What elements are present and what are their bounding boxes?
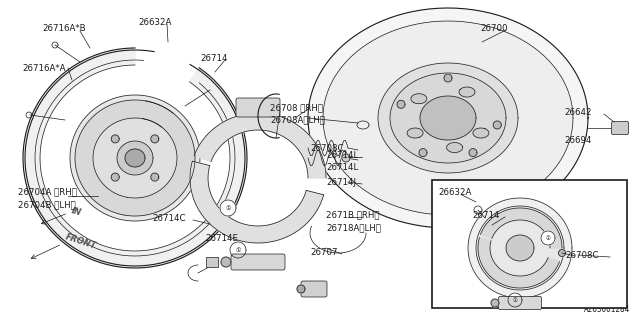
Polygon shape: [323, 21, 573, 215]
FancyBboxPatch shape: [236, 98, 280, 117]
Text: 26700: 26700: [480, 23, 508, 33]
Polygon shape: [559, 250, 566, 257]
Polygon shape: [117, 141, 153, 175]
Text: 26714L: 26714L: [326, 150, 358, 159]
Text: 26716A*A: 26716A*A: [22, 63, 65, 73]
Polygon shape: [111, 173, 119, 181]
Text: 26714: 26714: [200, 53, 227, 62]
Polygon shape: [151, 135, 159, 143]
Polygon shape: [419, 149, 427, 157]
Text: 26714L: 26714L: [326, 163, 358, 172]
Polygon shape: [87, 112, 183, 204]
Polygon shape: [476, 206, 564, 290]
Text: 26642: 26642: [564, 108, 591, 116]
Text: 26708 〈RH〉: 26708 〈RH〉: [270, 103, 323, 113]
Polygon shape: [75, 100, 173, 215]
Polygon shape: [378, 63, 518, 173]
Polygon shape: [151, 173, 159, 181]
Polygon shape: [342, 154, 350, 162]
Text: IN: IN: [70, 206, 82, 218]
Text: 26714: 26714: [472, 211, 499, 220]
FancyBboxPatch shape: [301, 281, 327, 297]
Polygon shape: [473, 128, 489, 138]
FancyBboxPatch shape: [231, 254, 285, 270]
Polygon shape: [194, 113, 326, 178]
Polygon shape: [308, 8, 588, 228]
Polygon shape: [230, 242, 246, 258]
FancyBboxPatch shape: [499, 297, 541, 309]
Polygon shape: [221, 257, 231, 267]
Polygon shape: [390, 73, 506, 163]
Polygon shape: [125, 149, 145, 167]
Polygon shape: [190, 161, 324, 243]
Text: 26716A*B: 26716A*B: [42, 23, 86, 33]
Text: 26632A: 26632A: [138, 18, 172, 27]
Text: FRONT: FRONT: [64, 233, 97, 251]
Text: A263001284: A263001284: [584, 305, 630, 314]
Text: 26704B 〈LH〉: 26704B 〈LH〉: [18, 201, 76, 210]
Polygon shape: [468, 198, 572, 298]
Polygon shape: [407, 128, 423, 138]
Polygon shape: [444, 74, 452, 82]
Polygon shape: [481, 208, 562, 248]
Polygon shape: [111, 135, 119, 143]
Polygon shape: [397, 100, 405, 108]
Text: 26708C: 26708C: [565, 251, 598, 260]
Polygon shape: [478, 238, 559, 288]
Text: 26714J: 26714J: [326, 178, 356, 187]
Text: 26708A〈LH〉: 26708A〈LH〉: [270, 116, 325, 124]
Text: 26708C: 26708C: [310, 143, 344, 153]
Text: 26714E: 26714E: [205, 234, 238, 243]
Bar: [432, 180, 627, 308]
Bar: [206, 257, 218, 267]
Text: 2671B 〈RH〉: 2671B 〈RH〉: [326, 211, 380, 220]
Polygon shape: [70, 95, 200, 221]
Polygon shape: [297, 285, 305, 293]
Polygon shape: [459, 87, 475, 97]
Text: 26694: 26694: [564, 135, 591, 145]
Polygon shape: [447, 142, 463, 153]
Polygon shape: [469, 149, 477, 157]
Text: 26718A〈LH〉: 26718A〈LH〉: [326, 223, 381, 233]
Polygon shape: [220, 200, 236, 216]
Polygon shape: [506, 235, 534, 261]
Polygon shape: [420, 96, 476, 140]
Text: 26707: 26707: [310, 247, 337, 257]
Polygon shape: [491, 299, 499, 307]
Text: 26704A 〈RH〉: 26704A 〈RH〉: [18, 188, 77, 196]
Text: ①: ①: [513, 298, 517, 302]
Polygon shape: [508, 293, 522, 307]
Polygon shape: [411, 94, 427, 104]
FancyBboxPatch shape: [611, 122, 628, 134]
Text: 26714C: 26714C: [152, 213, 186, 222]
Text: ①: ①: [225, 205, 231, 211]
Text: ①: ①: [235, 247, 241, 252]
Polygon shape: [541, 231, 555, 245]
Text: 26632A: 26632A: [438, 188, 472, 196]
Text: ①: ①: [545, 236, 550, 241]
Polygon shape: [125, 101, 195, 216]
Polygon shape: [493, 121, 501, 129]
Polygon shape: [23, 48, 247, 268]
